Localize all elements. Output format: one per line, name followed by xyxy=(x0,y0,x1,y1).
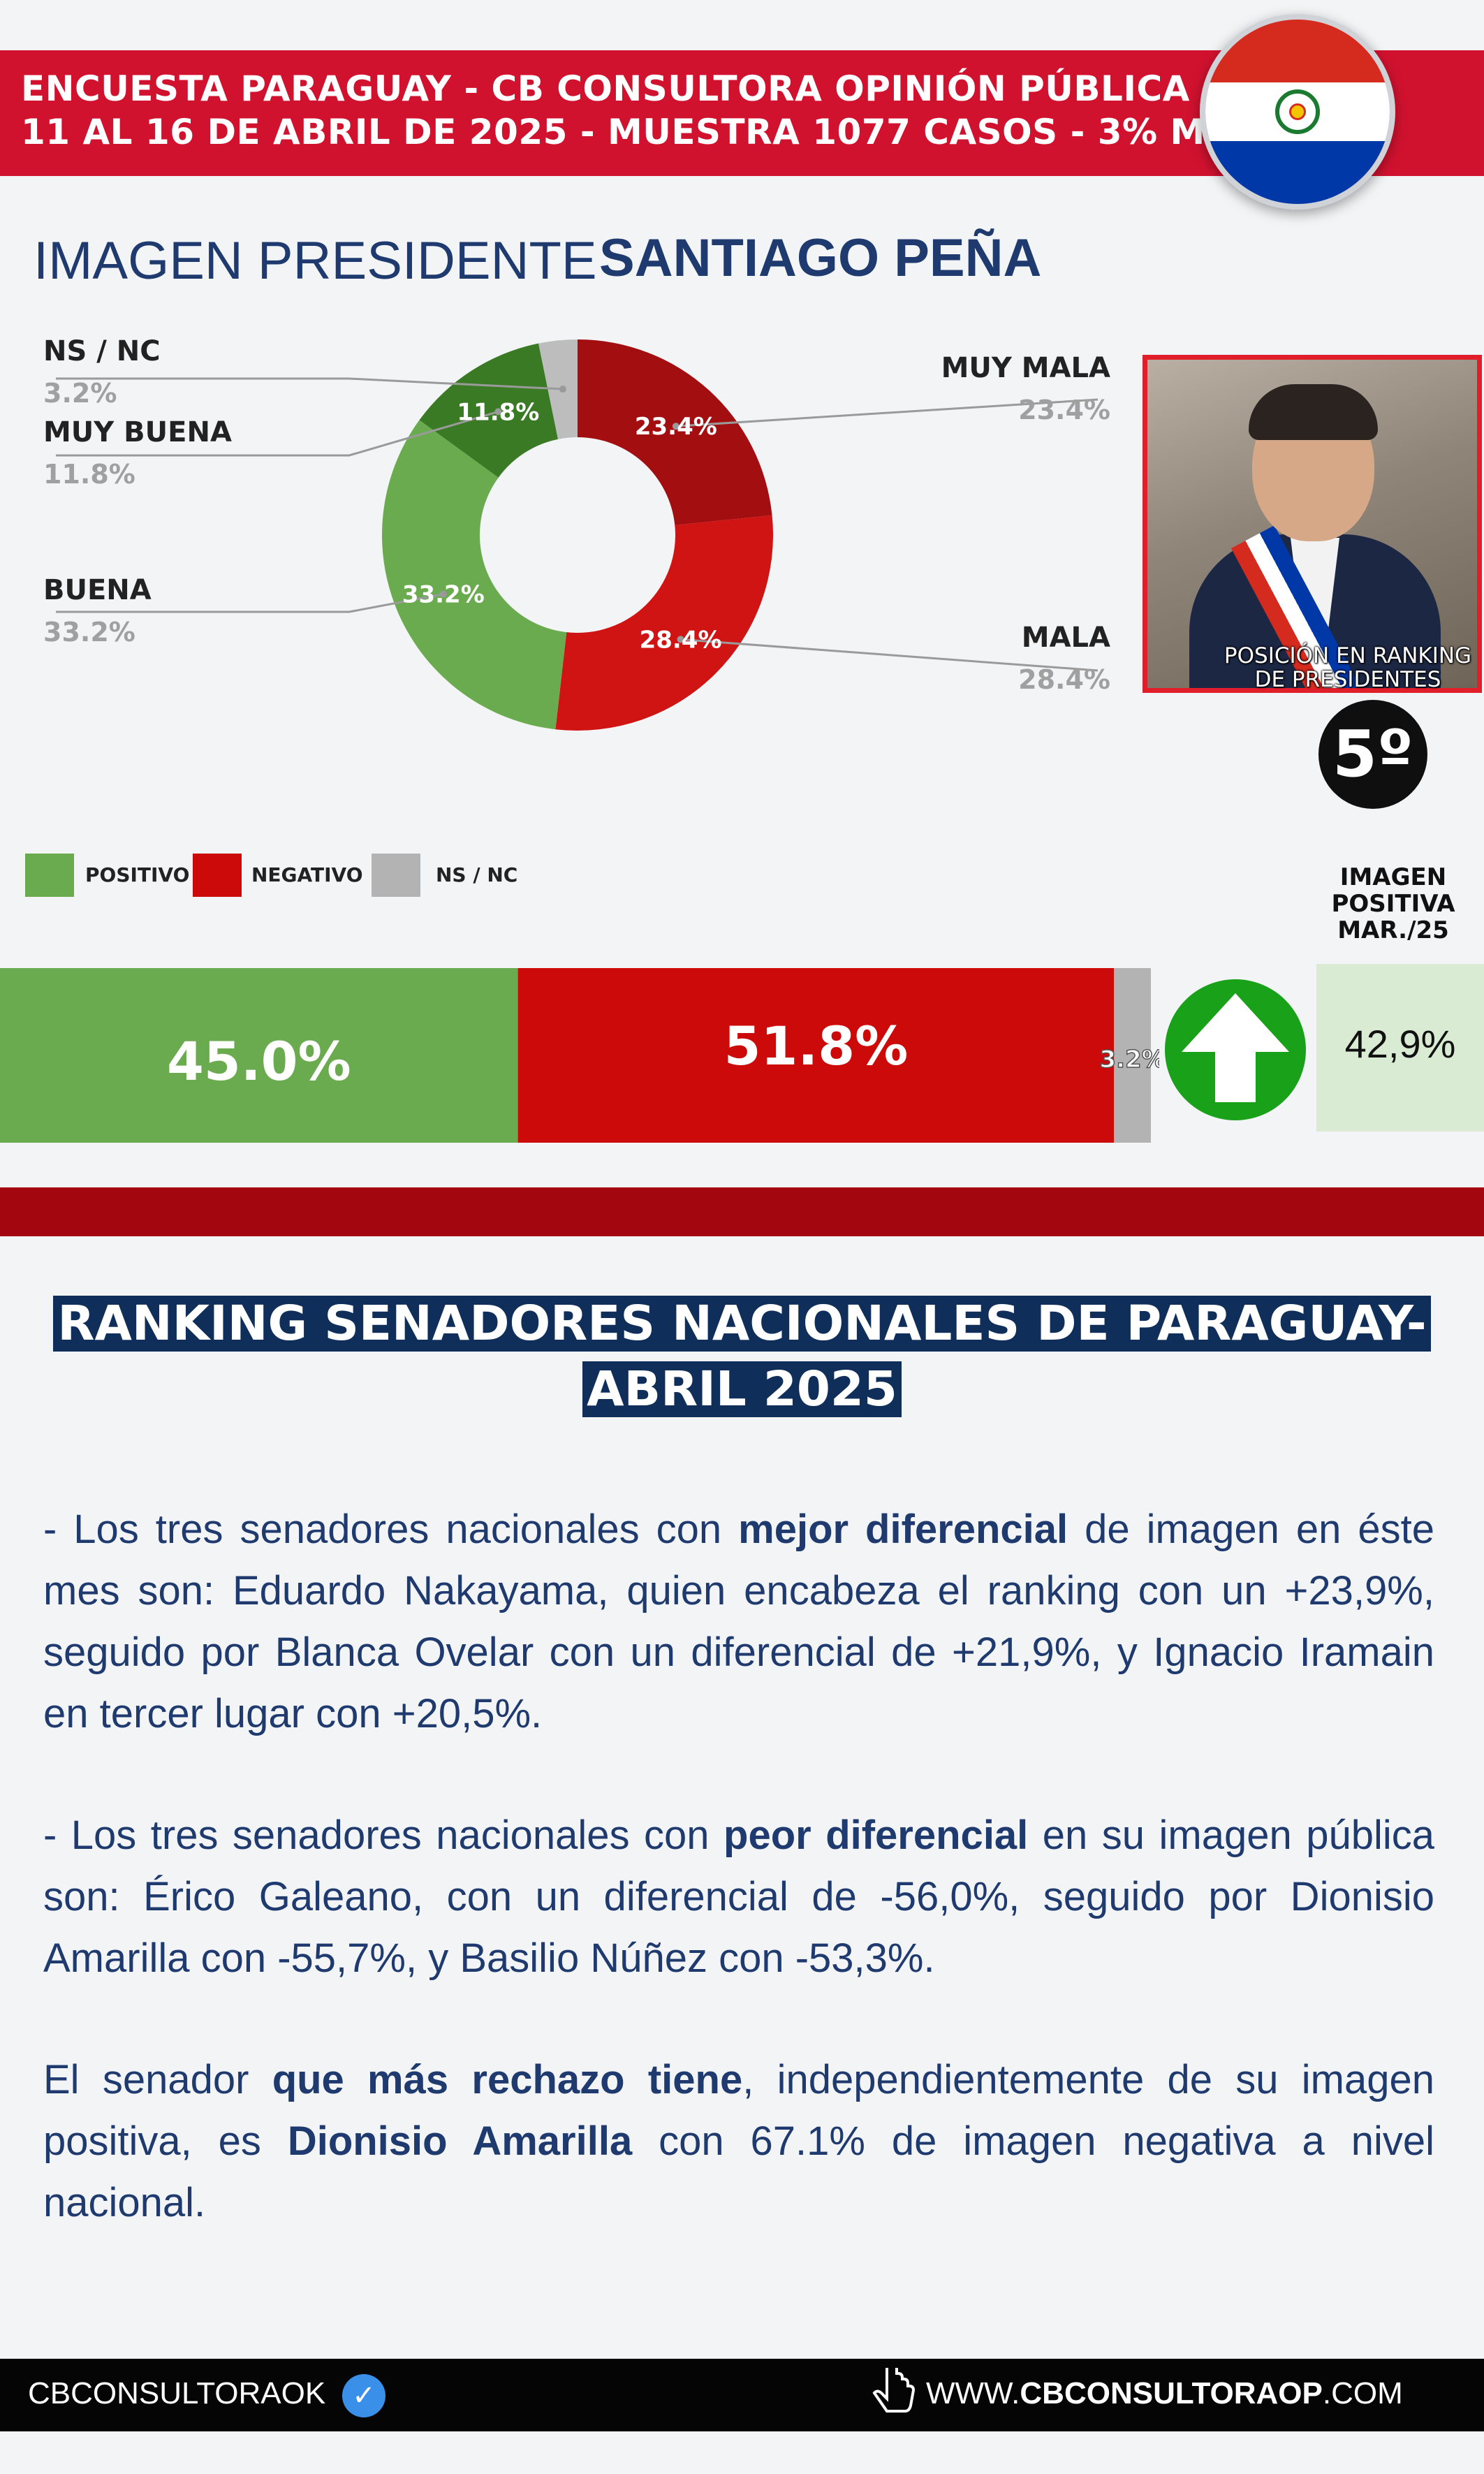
paragraph-text: en su imagen pública son: Érico Galeano,… xyxy=(43,1813,1434,1981)
paragraph-emphasis: Dionisio Amarilla xyxy=(287,2118,633,2164)
pointer-hand-icon xyxy=(872,2368,916,2413)
up-arrow-icon xyxy=(1165,979,1306,1120)
president-photo xyxy=(1143,355,1482,693)
stacked-bar-labels: 45.0% 51.8% 3.2% xyxy=(167,1015,1159,1092)
donut-leader-lines xyxy=(56,377,1099,672)
paragraph-emphasis: que más rechazo tiene xyxy=(272,2057,743,2102)
stacked-label-positivo: 45.0% xyxy=(167,1030,351,1092)
donut-slice-mala xyxy=(555,515,773,731)
donut-leader-muy-buena xyxy=(56,410,499,457)
donut-leader-buena xyxy=(56,593,444,613)
ranking-section-title-text: RANKING SENADORES NACIONALES DE PARAGUAY… xyxy=(53,1296,1431,1417)
footer-website-link[interactable]: WWW.CBCONSULTORAOP.COM xyxy=(926,2376,1403,2411)
section-divider xyxy=(0,1187,1484,1236)
paragraph-emphasis: mejor diferencial xyxy=(738,1507,1068,1552)
website-domain: CBCONSULTORAOP xyxy=(1020,2376,1323,2410)
donut-leader-dot-ns-nc xyxy=(559,386,566,393)
donut-outer-labels: MUY MALA 23.4% MALA 28.4% BUENA 33.2% MUY BUEN… xyxy=(43,335,1110,695)
donut-legend-value-buena: 33.2% xyxy=(43,617,135,647)
header-survey-details: 11 AL 16 DE ABRIL DE 2025 - MUESTRA 1077… xyxy=(21,112,1257,152)
donut-slice-label-buena: 33.2% xyxy=(402,581,485,609)
donut-legend-name-mala: MALA xyxy=(1022,622,1110,654)
stacked-segment-negativo xyxy=(517,968,1115,1143)
ranking-position-caption: POSICIÓN EN RANKING DE PRESIDENTES xyxy=(1224,643,1472,692)
footer-social-handle[interactable]: CBCONSULTORAOK xyxy=(28,2376,326,2410)
paragraph-text: de imagen en éste mes son: Eduardo Nakay… xyxy=(43,1507,1435,1736)
page-title-name: SANTIAGO PEÑA xyxy=(599,228,1042,288)
donut-legend-value-mala: 28.4% xyxy=(1018,664,1110,695)
paragraph-most-rejected: El senador que más rechazo tiene, indepe… xyxy=(43,2049,1434,2234)
image-donut-chart: 23.4% 28.4% 33.2% 11.8% MUY MALA 23.4% MALA 28… xyxy=(43,335,1110,731)
up-arrow-glyph xyxy=(1182,993,1289,1102)
comparison-value: 42,9% xyxy=(1344,1022,1456,1066)
legend-swatch-negativo xyxy=(193,854,242,897)
legend-label-negativo: NEGATIVO xyxy=(251,863,363,886)
donut-legend-name-ns-nc: NS / NC xyxy=(43,335,161,367)
stacked-label-negativo: 51.8% xyxy=(724,1015,909,1077)
ranking-position-badge: 5º xyxy=(1318,700,1427,809)
ranking-section-title: RANKING SENADORES NACIONALES DE PARAGUAY… xyxy=(0,1291,1484,1422)
donut-slice-muy-mala xyxy=(578,339,772,525)
paragraph-best-differential: - Los tres senadores nacionales con mejo… xyxy=(43,1499,1434,1745)
donut-slice-label-muy-buena: 11.8% xyxy=(457,398,539,426)
donut-legend-value-ns-nc: 3.2% xyxy=(43,378,117,409)
stacked-segment-ns-nc xyxy=(1114,968,1151,1143)
donut-leader-ns-nc xyxy=(56,377,563,390)
donut-leader-dot-muy-mala xyxy=(672,423,679,430)
summary-stacked-bar: 45.0% 51.8% 3.2% xyxy=(0,968,1159,1143)
paragraph-text: - Los tres senadores nacionales con xyxy=(43,1813,724,1858)
paragraph-text: , independientemente de su imagen positi… xyxy=(43,2057,1434,2164)
header-survey-title: ENCUESTA PARAGUAY - CB CONSULTORA OPINIÓ… xyxy=(21,68,1190,109)
website-suffix: .COM xyxy=(1322,2376,1403,2410)
donut-leader-muy-mala xyxy=(675,398,1099,427)
comparison-box xyxy=(1316,964,1484,1132)
comparison-label: IMAGEN POSITIVA MAR./25 xyxy=(1331,863,1455,944)
stacked-bar-segments xyxy=(0,968,1151,1143)
donut-legend-value-muy-buena: 11.8% xyxy=(43,459,135,490)
verified-check-icon: ✓ xyxy=(342,2374,385,2417)
stacked-segment-positivo xyxy=(0,968,518,1143)
donut-slice-label-mala: 28.4% xyxy=(640,626,722,654)
donut-slice-label-muy-mala: 23.4% xyxy=(635,413,717,441)
flag-blue-stripe xyxy=(1205,141,1390,204)
donut-leader-dot-buena xyxy=(439,590,447,598)
legend-label-nsnc: NS / NC xyxy=(436,863,518,886)
website-prefix: WWW. xyxy=(926,2376,1020,2410)
paragraph-worst-differential: - Los tres senadores nacionales con peor… xyxy=(43,1805,1434,1989)
flag-red-stripe xyxy=(1205,20,1390,82)
page-title-prefix: IMAGEN PRESIDENTE xyxy=(34,231,597,291)
paragraph-text: - Los tres senadores nacionales con xyxy=(43,1507,739,1552)
donut-legend-name-buena: BUENA xyxy=(43,574,152,606)
flag-seal-icon xyxy=(1275,89,1320,134)
paragraph-text: El senador xyxy=(43,2057,272,2102)
donut-slices xyxy=(382,339,773,731)
donut-leader-dot-mala xyxy=(677,636,684,643)
stacked-label-ns-nc: 3.2% xyxy=(1099,1046,1159,1074)
legend-label-positivo: POSITIVO xyxy=(85,863,190,886)
donut-slice-muy-buena xyxy=(419,343,559,478)
donut-leader-mala xyxy=(680,638,1099,672)
footer-bar xyxy=(0,2359,1484,2431)
paragraph-text: con 67.1% de imagen negativa a nivel nac… xyxy=(43,2118,1434,2225)
paragraph-emphasis: peor diferencial xyxy=(723,1813,1029,1858)
legend-swatch-nsnc xyxy=(372,854,420,897)
donut-leader-dot-muy-buena xyxy=(494,408,502,416)
donut-slice-labels: 23.4% 28.4% 33.2% 11.8% xyxy=(402,398,722,654)
donut-legend-name-muy-mala: MUY MALA xyxy=(941,352,1110,384)
legend-swatch-positivo xyxy=(25,854,74,897)
photo-hair xyxy=(1249,384,1378,440)
donut-legend-value-muy-mala: 23.4% xyxy=(1018,395,1110,425)
donut-legend-name-muy-buena: MUY BUENA xyxy=(43,416,232,448)
paraguay-flag-icon xyxy=(1200,14,1395,210)
donut-slice-buena xyxy=(382,420,567,730)
